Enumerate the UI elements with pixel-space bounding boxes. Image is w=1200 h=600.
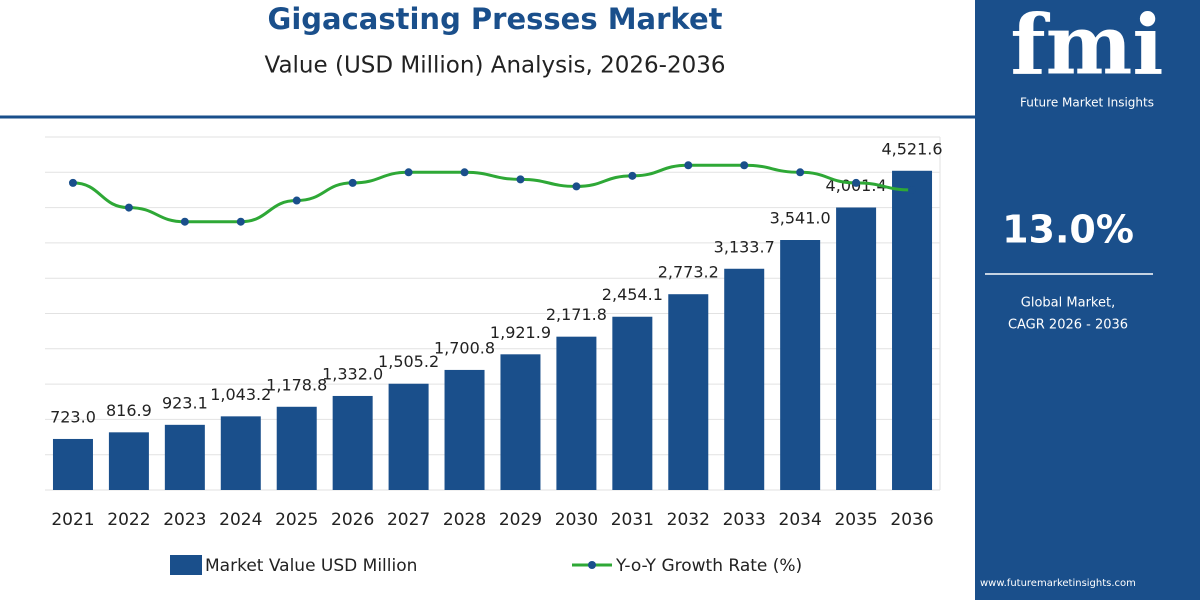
- legend-swatch: [170, 555, 202, 575]
- cagr-caption: CAGR 2026 - 2036: [1008, 318, 1128, 333]
- data-label: 816.9: [106, 401, 152, 420]
- data-label: 2,454.1: [602, 285, 663, 304]
- x-tick-label: 2036: [890, 510, 933, 530]
- data-label: 923.1: [162, 393, 208, 412]
- line-point: [740, 161, 749, 170]
- x-tick-label: 2029: [499, 510, 542, 530]
- legend-label: Market Value USD Million: [205, 556, 417, 576]
- x-tick-label: 2021: [51, 510, 94, 530]
- brand: Future Market Insights: [1020, 96, 1154, 110]
- data-label: 2,171.8: [546, 305, 607, 324]
- data-label: 1,178.8: [266, 375, 327, 394]
- data-label: 1,332.0: [322, 364, 383, 383]
- chart-title: Gigacasting Presses Market: [268, 2, 723, 36]
- bar: [388, 383, 429, 490]
- line-point: [348, 178, 357, 187]
- x-tick-label: 2035: [834, 510, 877, 530]
- sidebar: [975, 0, 1200, 600]
- bar: [444, 369, 485, 490]
- bar: [892, 170, 933, 491]
- x-tick-label: 2022: [107, 510, 150, 530]
- x-tick-label: 2031: [611, 510, 654, 530]
- bar: [668, 294, 709, 490]
- data-label: 1,043.2: [210, 385, 271, 404]
- bar: [500, 354, 541, 490]
- x-tick-label: 2024: [219, 510, 262, 530]
- line-point: [236, 217, 245, 226]
- x-tick-label: 2025: [275, 510, 318, 530]
- line-point: [404, 168, 413, 177]
- bar: [164, 424, 205, 490]
- line-point: [124, 203, 133, 212]
- line-point: [628, 171, 637, 180]
- bar: [332, 395, 373, 490]
- data-label: 2,773.2: [658, 263, 719, 282]
- x-tick-label: 2033: [723, 510, 766, 530]
- cagr-value: 13.0%: [1002, 208, 1134, 252]
- website: www.futuremarketinsights.com: [980, 578, 1136, 589]
- line-point: [68, 178, 77, 187]
- chart-subtitle: Value (USD Million) Analysis, 2026-2036: [265, 53, 726, 79]
- line-point: [516, 175, 525, 184]
- x-tick-label: 2027: [387, 510, 430, 530]
- data-label: 3,541.0: [770, 209, 831, 228]
- x-tick-label: 2030: [555, 510, 598, 530]
- bar: [612, 316, 653, 490]
- data-label: 1,700.8: [434, 338, 495, 357]
- bar: [52, 438, 93, 490]
- legend-swatch: [588, 561, 596, 569]
- bar: [276, 406, 317, 490]
- bar: [780, 240, 821, 490]
- data-label: 1,505.2: [378, 352, 439, 371]
- bar: [108, 432, 149, 490]
- line-point: [572, 182, 581, 191]
- x-tick-label: 2034: [779, 510, 822, 530]
- logo: fmi: [1010, 0, 1163, 93]
- line-point: [796, 168, 805, 177]
- line-point: [908, 185, 917, 194]
- bar: [220, 416, 261, 490]
- cagr-caption: Global Market,: [1021, 296, 1115, 311]
- line-point: [180, 217, 189, 226]
- legend-label: Y-o-Y Growth Rate (%): [615, 556, 802, 576]
- data-label: 1,921.9: [490, 323, 551, 342]
- data-label: 3,133.7: [714, 237, 775, 256]
- x-tick-label: 2028: [443, 510, 486, 530]
- bar: [724, 268, 765, 490]
- line-point: [460, 168, 469, 177]
- data-label: 4,521.6: [881, 139, 942, 158]
- x-tick-label: 2026: [331, 510, 374, 530]
- bar: [836, 207, 877, 490]
- x-tick-label: 2023: [163, 510, 206, 530]
- line-point: [852, 178, 861, 187]
- line-point: [292, 196, 301, 205]
- bar: [556, 336, 597, 490]
- line-point: [684, 161, 693, 170]
- line: [72, 163, 913, 224]
- x-tick-label: 2032: [667, 510, 710, 530]
- data-label: 723.0: [50, 407, 96, 426]
